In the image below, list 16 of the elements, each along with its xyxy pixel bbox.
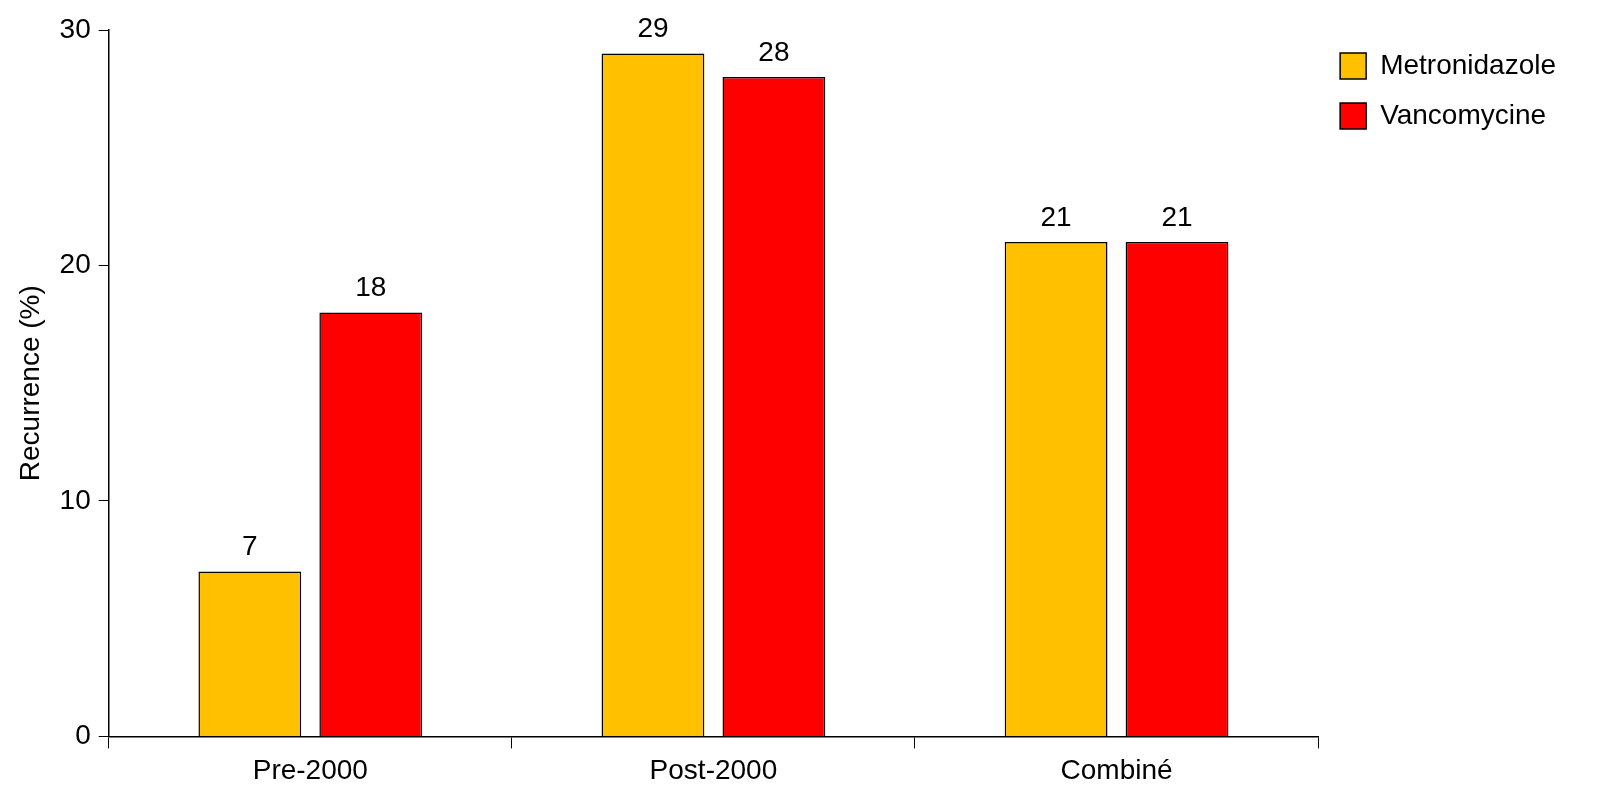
y-axis-title: Recurrence (%)	[13, 285, 45, 482]
y-tick-label: 0	[75, 719, 91, 751]
x-tick-label: Combiné	[1060, 753, 1173, 785]
legend-label: Vancomycine	[1380, 98, 1547, 130]
data-label: 28	[758, 35, 790, 67]
x-tick-label: Pre-2000	[252, 753, 368, 785]
data-label: 21	[1040, 200, 1072, 232]
x-tick-label: Post-2000	[649, 753, 778, 785]
data-label: 21	[1161, 200, 1193, 232]
y-tick-label: 20	[59, 248, 91, 280]
data-label: 18	[355, 271, 387, 303]
data-label: 7	[242, 530, 258, 562]
y-tick-label: 30	[59, 12, 91, 44]
legend-label: Metronidazole	[1380, 48, 1556, 80]
data-label: 29	[637, 12, 669, 44]
y-tick-label: 10	[59, 483, 91, 515]
